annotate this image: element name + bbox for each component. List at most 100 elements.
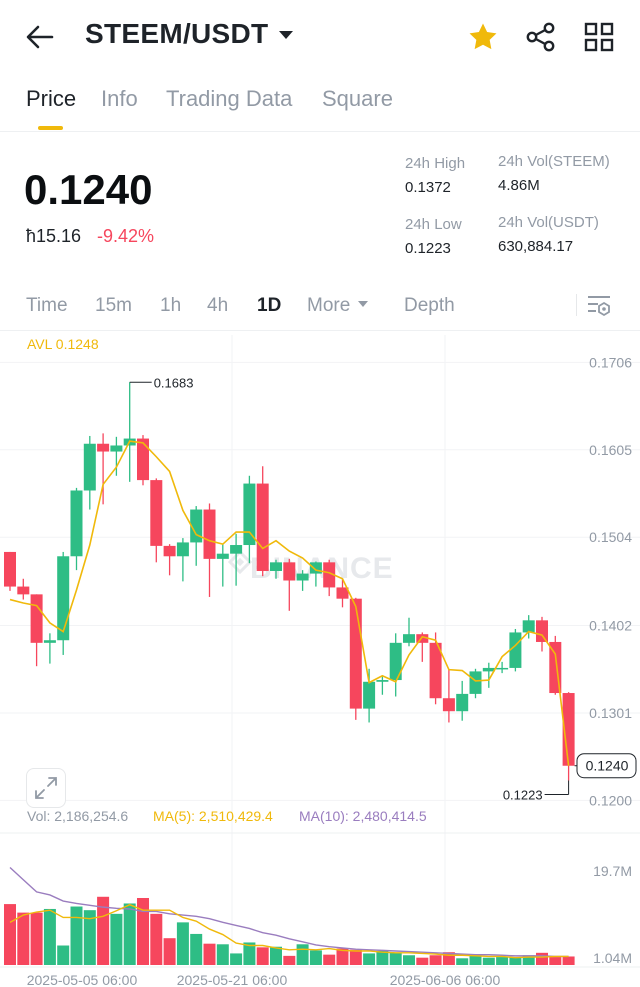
candle-body [323,562,336,588]
candle-body [482,667,495,672]
candle-body [57,556,70,641]
candle-body [376,680,389,682]
candle-body [270,562,282,571]
candle-body [336,587,349,599]
volume-bar [482,957,495,965]
candle-body [203,509,216,559]
candle-body [150,480,163,546]
caret-down-icon[interactable] [279,31,293,39]
volume-bar [137,897,149,965]
pair-title[interactable]: STEEM/USDT [85,18,269,49]
candle-body [83,443,96,491]
candle-body [442,698,455,712]
volume-bar [469,955,482,965]
tab-info[interactable]: Info [101,86,138,111]
volume-bar [349,949,362,965]
price-tick-label: 0.1402 [589,618,632,634]
expand-icon [35,777,57,799]
candle-body [469,671,482,694]
last-price: 0.1240 [24,166,153,213]
candle-body [349,598,362,709]
candle-body [389,642,402,681]
candle-body [283,562,296,581]
candle-body [522,620,535,633]
candlestick-chart[interactable]: 0.17060.16050.15040.14020.13010.1200BINA… [0,330,640,987]
volume-label: Vol: 2,186,254.6 [27,808,129,824]
date-axis-label: 2025-06-06 06:00 [390,972,501,987]
back-arrow-icon[interactable] [24,22,56,52]
tab-price[interactable]: Price [26,86,77,111]
interval-1h[interactable]: 1h [160,295,182,316]
chart-settings-icon[interactable] [586,292,614,318]
candle-body [536,620,548,642]
interval-1d[interactable]: 1D [257,295,282,316]
candle-body [496,667,509,670]
depth-tab[interactable]: Depth [404,295,455,316]
candle-body [43,640,56,643]
candle-body [137,438,149,481]
grid-icon[interactable] [584,22,614,52]
interval-divider [576,294,577,316]
vol-base-value: 4.86M [498,177,540,194]
interval-15m[interactable]: 15m [95,295,132,316]
volume-bar [416,957,429,965]
candle-body [97,443,110,452]
candle-body [509,632,522,668]
tab-square[interactable]: Square [322,86,393,111]
high-value: 0.1372 [405,179,451,196]
expand-button[interactable] [26,768,66,808]
volume-bar [270,946,282,965]
volume-bar [30,912,43,965]
volume-bar [283,955,296,965]
volume-bar [549,957,562,965]
candle-body [296,573,309,581]
volume-bar [190,933,203,965]
more-caret-icon [358,301,368,307]
active-tab-indicator [38,126,63,130]
tab-trading-data[interactable]: Trading Data [166,86,293,111]
interval-4h[interactable]: 4h [207,295,229,316]
candle-body [30,594,43,643]
volume-bar [522,955,535,965]
volume-ma10-label: MA(10): 2,480,414.5 [299,808,427,824]
star-icon[interactable] [466,20,500,54]
volume-bar [403,955,415,965]
watermark-logo-icon [227,549,253,575]
candle-body [190,509,203,543]
volume-bar [363,953,376,965]
volume-bar [150,913,163,965]
low-value: 0.1223 [405,240,451,257]
candle-body [363,681,376,709]
price-tick-label: 0.1706 [589,354,632,370]
volume-bar [296,944,309,965]
candle-body [230,545,243,554]
interval-time[interactable]: Time [26,295,68,316]
high-label: 24h High [405,155,466,172]
current-price-label: 0.1240 [586,758,629,774]
current-price-tag [576,753,637,779]
volume-bar [256,947,269,965]
vol-base-label: 24h Vol(STEEM) [498,153,610,170]
volume-bar [336,948,349,965]
volume-bar [376,950,389,965]
vol-quote-value: 630,884.17 [498,238,574,255]
candle-body [216,553,229,559]
interval-more[interactable]: More [307,295,351,316]
volume-bar [17,912,30,965]
candle-body [243,483,256,546]
ma-line [9,440,570,766]
volume-tick-label: 1.04M [593,950,632,966]
share-icon[interactable] [524,20,558,54]
candle-body [309,562,322,574]
price-tick-label: 0.1200 [589,792,632,808]
date-axis-label: 2025-05-21 06:00 [177,972,288,987]
volume-ma5-label: MA(5): 2,510,429.4 [153,808,273,824]
volume-bar [389,952,402,965]
volume-bar [70,906,83,965]
candle-body [176,542,189,557]
candle-body [70,490,83,557]
price-tick-label: 0.1504 [589,529,632,545]
volume-bar [230,953,243,965]
volume-bar [496,957,509,965]
volume-bar [43,908,56,965]
